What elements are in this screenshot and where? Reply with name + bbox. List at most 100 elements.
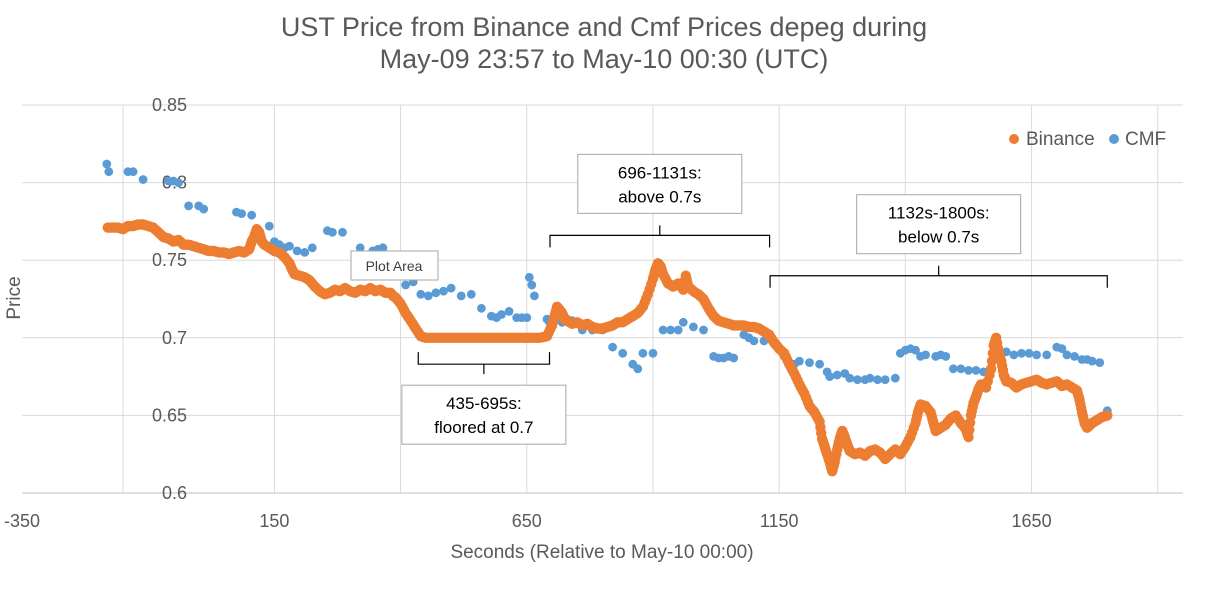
binance-point-fill xyxy=(812,413,824,424)
binance-point-fill xyxy=(986,355,998,367)
annotation-bracket xyxy=(769,265,1108,288)
binance-point-fill xyxy=(984,369,995,381)
cmf-point xyxy=(805,358,814,367)
y-tick-label: 0.65 xyxy=(152,405,187,425)
cmf-point xyxy=(439,286,448,296)
cmf-point xyxy=(530,291,539,301)
cmf-point xyxy=(328,227,337,237)
cmf-point xyxy=(648,348,658,358)
series-cmf xyxy=(102,159,1112,416)
cmf-point xyxy=(423,291,433,301)
binance-point-fill xyxy=(831,448,842,459)
x-axis-title: Seconds (Relative to May-10 00:00) xyxy=(450,542,753,563)
annotation-text: 435-695s: xyxy=(446,394,522,413)
annotation-box xyxy=(856,194,1022,255)
cmf-point xyxy=(401,280,410,290)
cmf-point xyxy=(524,272,534,282)
cmf-point xyxy=(832,370,842,380)
legend-cmf-label: CMF xyxy=(1125,129,1166,150)
binance-point-fill xyxy=(646,278,657,290)
cmf-point xyxy=(174,178,183,188)
plot-area-tooltip: Plot Area xyxy=(350,250,439,281)
cmf-point xyxy=(1042,350,1052,360)
cmf-point xyxy=(795,356,804,366)
cmf-point xyxy=(527,280,537,290)
cmf-point xyxy=(729,353,739,363)
cmf-point xyxy=(1017,348,1026,358)
annotation-floor: 435-695s: floored at 0.7 xyxy=(401,352,567,445)
cmf-point xyxy=(285,241,294,251)
cmf-point xyxy=(300,248,310,257)
cmf-point xyxy=(890,373,900,383)
cmf-point xyxy=(416,289,426,299)
cmf-point xyxy=(1087,356,1097,366)
annotation-text: 696-1131s: xyxy=(618,163,702,182)
cmf-point xyxy=(138,175,148,184)
annotation-box xyxy=(577,153,743,214)
cmf-point xyxy=(921,350,930,360)
y-tick-label: 0.75 xyxy=(152,250,187,270)
y-tick-label: 0.85 xyxy=(152,95,187,115)
y-axis-title: Price xyxy=(4,276,25,319)
tooltip-box xyxy=(350,250,439,281)
cmf-point xyxy=(128,167,138,177)
x-tick-label: 1150 xyxy=(760,511,799,531)
series-binance xyxy=(102,219,1113,477)
cmf-point xyxy=(446,283,456,293)
cmf-point xyxy=(431,288,441,298)
cmf-point xyxy=(911,345,920,355)
cmf-point xyxy=(815,359,824,369)
cmf-point xyxy=(845,373,855,383)
cmf-point xyxy=(1070,352,1079,361)
legend-cmf-marker xyxy=(1109,134,1119,144)
cmf-point xyxy=(104,167,114,177)
cmf-point xyxy=(477,303,486,313)
cmf-point xyxy=(1009,350,1019,360)
y-tick-label: 0.7 xyxy=(162,328,187,348)
cmf-point xyxy=(956,364,966,374)
cmf-point xyxy=(666,325,675,335)
cmf-point xyxy=(1095,358,1105,367)
cmf-point xyxy=(1057,344,1067,354)
cmf-point xyxy=(948,364,958,374)
cmf-point xyxy=(825,372,835,381)
binance-point-fill xyxy=(641,293,652,304)
x-tick-label: 650 xyxy=(512,511,542,531)
cmf-point xyxy=(504,307,514,316)
binance-point-fill xyxy=(908,422,919,433)
legend[interactable]: Binance CMF xyxy=(1009,129,1166,150)
cmf-point xyxy=(292,246,302,256)
cmf-point xyxy=(102,159,112,169)
binance-point-fill xyxy=(992,342,1004,354)
cmf-point xyxy=(466,289,476,299)
binance-point-fill xyxy=(816,427,827,439)
cmf-point xyxy=(964,366,973,375)
cmf-point xyxy=(264,221,274,231)
cmf-point xyxy=(497,310,506,319)
cmf-point xyxy=(355,243,365,253)
x-tick-label: -350 xyxy=(4,511,40,531)
cmf-point xyxy=(184,201,194,211)
cmf-point xyxy=(971,366,981,375)
annotation-bracket xyxy=(417,352,551,375)
cmf-point xyxy=(699,325,708,335)
cmf-point xyxy=(673,325,683,335)
annotations: 435-695s: floored at 0.7 696-1131s: above 0… xyxy=(401,153,1108,445)
cmf-point xyxy=(853,375,862,385)
legend-binance-label: Binance xyxy=(1026,129,1095,150)
annotation-text: floored at 0.7 xyxy=(434,418,533,437)
cmf-point xyxy=(941,352,951,361)
cmf-point xyxy=(1024,348,1034,358)
cmf-point xyxy=(247,210,257,220)
tooltip-text: Plot Area xyxy=(366,258,423,274)
cmf-point xyxy=(1032,350,1041,360)
cmf-point xyxy=(638,348,648,358)
cmf-point xyxy=(307,243,317,253)
annotation-text: below 0.7s xyxy=(898,228,979,247)
cmf-point xyxy=(237,209,247,219)
annotation-bracket xyxy=(549,225,771,248)
x-tick-label: 150 xyxy=(259,511,289,531)
x-tick-label: 1650 xyxy=(1012,511,1052,531)
cmf-point xyxy=(522,313,532,322)
